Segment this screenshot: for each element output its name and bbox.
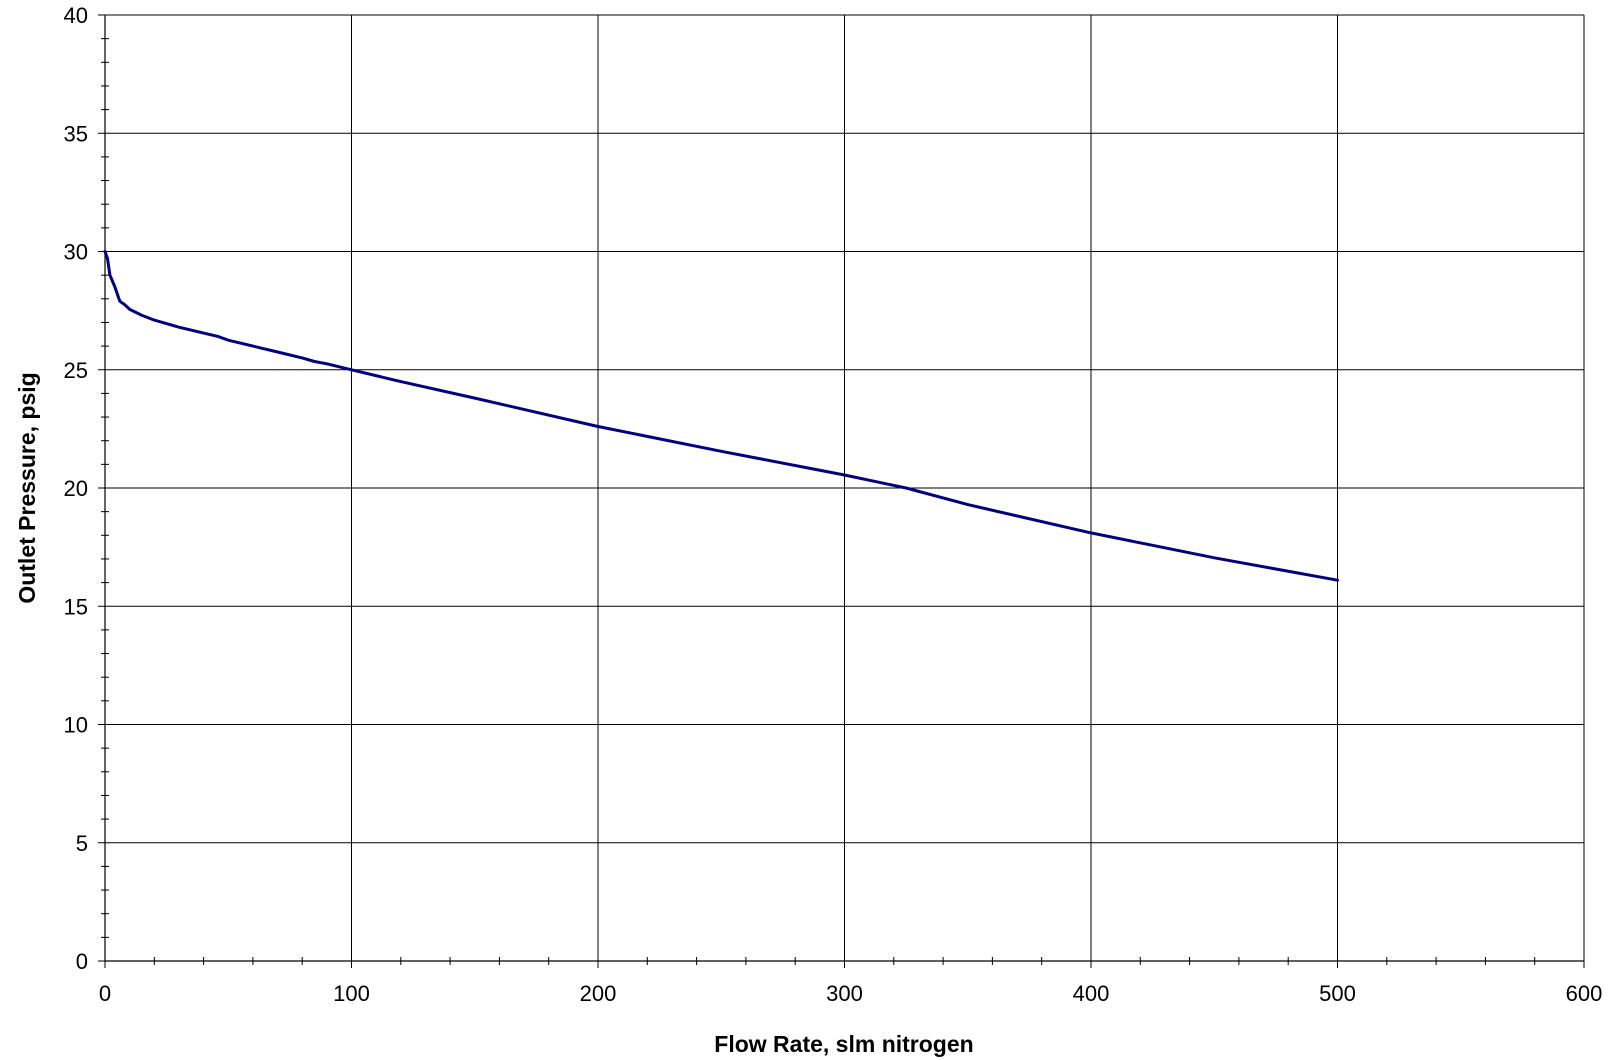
x-tick-label: 100: [333, 981, 370, 1006]
series-line: [103, 250, 1339, 582]
y-tick-labels: 0 5 10 15 20 25 30 35 40: [64, 3, 88, 974]
y-tick-label: 5: [76, 831, 88, 856]
x-tick-labels: 0 100 200 300 400 500 600: [99, 981, 1602, 1006]
y-tick-label: 40: [64, 3, 88, 28]
y-tick-label: 25: [64, 358, 88, 383]
y-tick-label: 30: [64, 240, 88, 265]
x-tick-label: 300: [826, 981, 863, 1006]
y-tick-label: 35: [64, 121, 88, 146]
x-tick-label: 0: [99, 981, 111, 1006]
y-tick-label: 10: [64, 713, 88, 738]
x-tick-label: 500: [1319, 981, 1356, 1006]
x-tick-label: 600: [1566, 981, 1603, 1006]
y-tick-label: 20: [64, 476, 88, 501]
grid-lines: [105, 14, 1585, 961]
y-axis-title: Outlet Pressure, psig: [14, 372, 40, 603]
axes: [98, 14, 1585, 968]
x-tick-label: 400: [1073, 981, 1110, 1006]
series-layer: [103, 250, 1339, 582]
x-tick-label: 200: [580, 981, 617, 1006]
y-tick-label: 15: [64, 594, 88, 619]
x-axis-title: Flow Rate, slm nitrogen: [714, 1031, 973, 1057]
y-tick-label: 0: [76, 949, 88, 974]
